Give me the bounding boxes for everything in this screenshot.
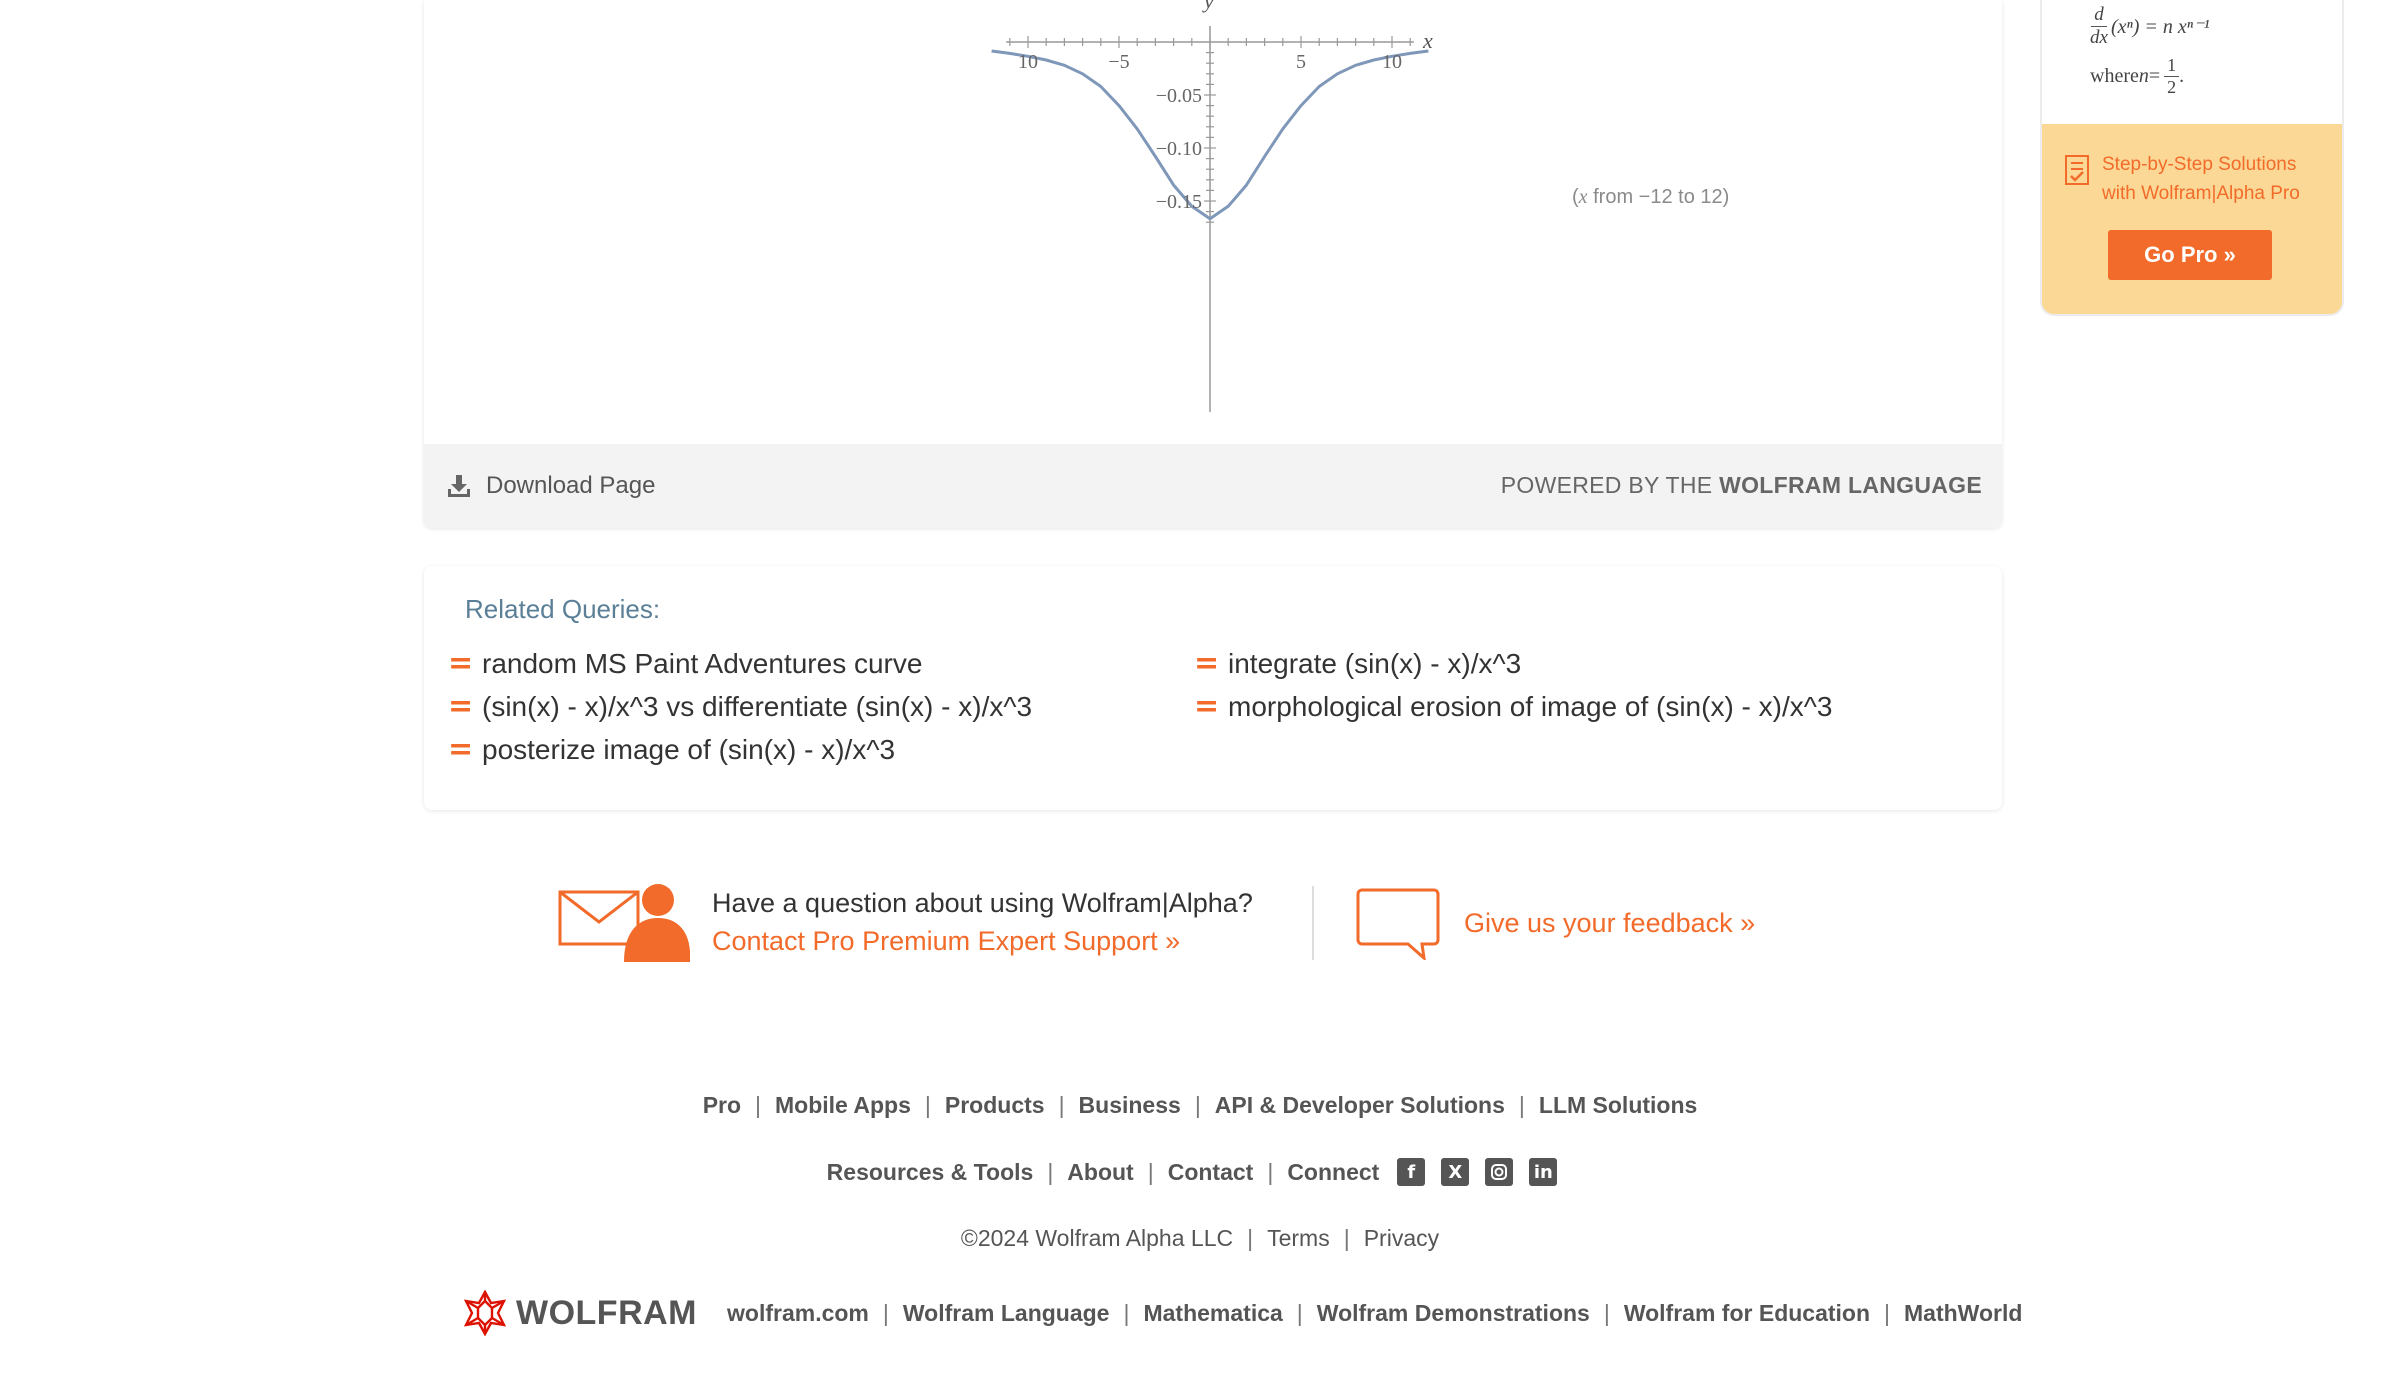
footer-link-business[interactable]: Business (1078, 1092, 1181, 1118)
footer-nav-secondary: Resources & Tools | About | Contact | Conne… (0, 1158, 2400, 1186)
footer-link-api[interactable]: API & Developer Solutions (1214, 1092, 1505, 1118)
step-by-step-sidebar: d dx (xⁿ) = n xⁿ⁻¹ where n = 1 2 . Step-… (2040, 0, 2344, 316)
wolfram-logo[interactable]: WOLFRAM (462, 1290, 697, 1336)
y-axis-label: y (1202, 0, 1214, 13)
plot-range-note: (x from −12 to 12) (1572, 186, 1730, 208)
feedback-link[interactable]: Give us your feedback » (1356, 886, 1755, 960)
footer-brand-row: WOLFRAM wolfram.com | Wolfram Language | M… (462, 1290, 2022, 1336)
wolfram-spikey-icon (463, 1290, 507, 1336)
download-page-button[interactable]: Download Page (446, 472, 655, 500)
mail-person-icon (558, 884, 690, 962)
copyright: ©2024 Wolfram Alpha LLC (960, 1225, 1234, 1251)
y-tick-label: −0.15 (1156, 191, 1202, 213)
related-query-item[interactable]: = (sin(x) - x)/x^3 vs differentiate (sin(… (448, 689, 1033, 724)
social-links: f X in (1397, 1158, 1573, 1186)
instagram-icon[interactable] (1485, 1158, 1514, 1186)
y-tick-label: −0.05 (1156, 85, 1202, 107)
related-query-item[interactable]: = random MS Paint Adventures curve (448, 646, 923, 681)
footer-legal: ©2024 Wolfram Alpha LLC | Terms | Privacy (960, 1225, 1440, 1251)
related-query-item[interactable]: = posterize image of (sin(x) - x)/x^3 (448, 732, 896, 767)
related-queries: Related Queries: = random MS Paint Advent… (424, 566, 2002, 810)
step-list-icon (2065, 155, 2089, 185)
related-query-item[interactable]: = morphological erosion of image of (sin(… (1194, 689, 1833, 724)
footer-link-connect[interactable]: Connect (1287, 1158, 1380, 1185)
derivative-formula: d dx (xⁿ) = n xⁿ⁻¹ where n = 1 2 . (2090, 4, 2210, 97)
x-tick-label: 10 (1018, 51, 1038, 73)
feedback-label: Give us your feedback » (1464, 907, 1756, 938)
footer-link-terms[interactable]: Terms (1267, 1225, 1330, 1251)
footer-link-resources[interactable]: Resources & Tools (826, 1158, 1034, 1185)
function-plot: 10 −5 5 10 −0.05 −0.10 −0.15 x y (991, 0, 1433, 412)
x-icon[interactable]: X (1441, 1158, 1470, 1186)
speech-bubble-icon (1356, 888, 1440, 960)
x-axis-label: x (1422, 28, 1433, 53)
powered-by[interactable]: POWERED BY THE WOLFRAM LANGUAGE (1500, 472, 1982, 498)
footer-link-privacy[interactable]: Privacy (1363, 1225, 1440, 1251)
link-wolfram-language[interactable]: Wolfram Language (902, 1299, 1110, 1326)
equals-icon: = (448, 646, 474, 681)
equals-icon: = (1194, 646, 1220, 681)
link-wolfram-demonstrations[interactable]: Wolfram Demonstrations (1316, 1299, 1590, 1326)
footer-nav-primary: Pro | Mobile Apps | Products | Business | AP… (702, 1092, 1698, 1118)
footer-link-mobile-apps[interactable]: Mobile Apps (775, 1092, 911, 1118)
facebook-icon[interactable]: f (1397, 1158, 1426, 1186)
y-tick-label: −0.10 (1156, 138, 1202, 160)
pro-promo: Step-by-Step Solutions with Wolfram|Alph… (2042, 124, 2342, 314)
divider (1312, 886, 1314, 960)
pro-promo-text[interactable]: Step-by-Step Solutions with Wolfram|Alph… (2102, 154, 2300, 204)
pod-footer: Download Page POWERED BY THE WOLFRAM LAN… (424, 444, 2002, 528)
footer-link-llm[interactable]: LLM Solutions (1538, 1092, 1698, 1118)
related-query-item[interactable]: = integrate (sin(x) - x)/x^3 (1194, 646, 1522, 681)
link-wolfram-education[interactable]: Wolfram for Education (1623, 1299, 1871, 1326)
equals-icon: = (448, 689, 474, 724)
equals-icon: = (448, 732, 474, 767)
go-pro-button[interactable]: Go Pro » (2108, 230, 2272, 280)
equals-icon: = (1194, 689, 1220, 724)
wolfram-wordmark: WOLFRAM (516, 1293, 698, 1332)
contact-support-link[interactable]: Contact Pro Premium Expert Support » (712, 926, 1181, 956)
link-wolfram-com[interactable]: wolfram.com (727, 1299, 869, 1326)
plot-pod: 10 −5 5 10 −0.05 −0.10 −0.15 x y (x from −12 to … (424, 0, 2002, 528)
footer-link-contact[interactable]: Contact (1167, 1158, 1254, 1185)
footer-link-products[interactable]: Products (944, 1092, 1045, 1118)
contact-support: Have a question about using Wolfram|Alph… (558, 882, 1253, 962)
download-icon (448, 475, 470, 497)
related-queries-title: Related Queries: (465, 594, 661, 624)
wolfram-sites: wolfram.com | Wolfram Language | Mathemati… (727, 1299, 2023, 1326)
series-line (991, 49, 1429, 221)
linkedin-icon[interactable]: in (1529, 1158, 1558, 1186)
link-mathematica[interactable]: Mathematica (1143, 1299, 1283, 1326)
download-page-label: Download Page (486, 472, 656, 499)
footer-link-about[interactable]: About (1067, 1158, 1134, 1185)
footer-link-pro[interactable]: Pro (702, 1092, 742, 1118)
link-mathworld[interactable]: MathWorld (1904, 1299, 2023, 1326)
x-tick-label: −5 (1108, 51, 1129, 73)
contact-question: Have a question about using Wolfram|Alph… (712, 888, 1253, 918)
x-tick-label: 10 (1382, 51, 1402, 73)
x-tick-label: 5 (1296, 51, 1306, 73)
